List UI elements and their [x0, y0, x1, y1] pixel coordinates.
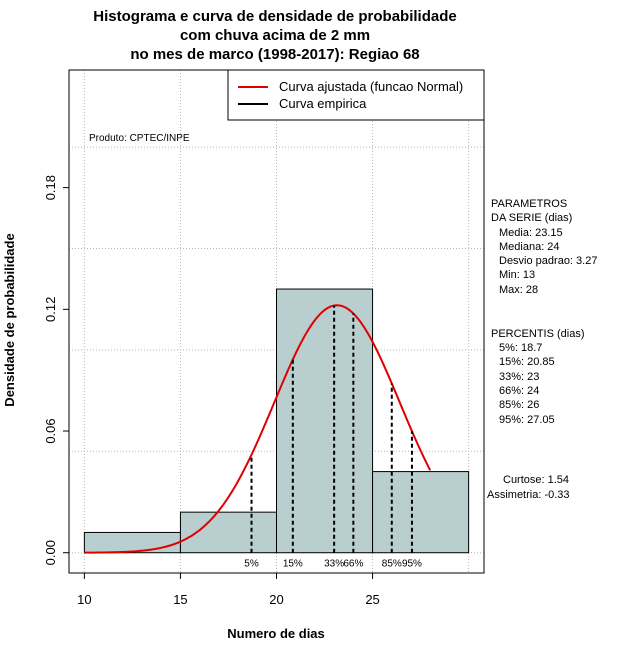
percentile-lines: 5% 15% 33% 66% 85% 95%: [244, 305, 422, 570]
percentil-15: 15%: 20.85: [499, 356, 555, 368]
chart-title-line-3: no mes de marco (1998-2017): Regiao 68: [130, 46, 419, 63]
kurtosis: Curtose: 1.54: [503, 474, 569, 486]
x-tick-label-1: 15: [173, 592, 187, 607]
shape-panel: Curtose: 1.54 Assimetria: -0.33: [487, 474, 570, 501]
percentile-label-0: 5%: [244, 559, 259, 570]
legend-empirical-label: Curva empirica: [279, 96, 367, 111]
histogram-bar-0: [83, 531, 181, 554]
parameters-header-2: DA SERIE (dias): [491, 212, 572, 224]
x-tick-label-3: 25: [365, 592, 379, 607]
product-label: Produto: CPTEC/INPE: [89, 133, 190, 144]
percentil-95: 95%: 27.05: [499, 414, 555, 426]
percentile-label-2: 33%: [324, 559, 344, 570]
chart-title-line-2: com chuva acima de 2 mm: [180, 27, 370, 44]
y-tick-label-2: 0.12: [43, 297, 58, 322]
histogram-bar-3: [372, 471, 470, 554]
parameters-header-1: PARAMETROS: [491, 198, 567, 210]
legend: Curva ajustada (funcao Normal) Curva emp…: [227, 69, 485, 121]
parameter-median: Mediana: 24: [499, 241, 560, 253]
parameters-panel: PARAMETROS DA SERIE (dias) Media: 23.15 …: [491, 198, 597, 296]
fitted-curve: [84, 304, 432, 554]
parameter-sd: Desvio padrao: 3.27: [499, 255, 597, 267]
percentil-5: 5%: 18.7: [499, 342, 542, 354]
legend-box: [227, 69, 485, 121]
x-tick-label-0: 10: [77, 592, 91, 607]
percentile-label-4: 85%: [382, 559, 402, 570]
x-axis: 10 15 20 25: [77, 572, 380, 607]
y-tick-label-1: 0.06: [43, 418, 58, 443]
x-axis-title: Numero de dias: [227, 626, 325, 641]
histogram-bar-2: [276, 288, 374, 554]
percentil-66: 66%: 24: [499, 385, 539, 397]
percentile-label-3: 66%: [343, 559, 363, 570]
parameter-mean: Media: 23.15: [499, 227, 563, 239]
chart-title-line-1: Histograma e curva de densidade de proba…: [93, 8, 456, 25]
y-axis-title: Densidade de probabilidade: [2, 233, 17, 406]
legend-curve-label: Curva ajustada (funcao Normal): [279, 79, 463, 94]
percentil-33: 33%: 23: [499, 371, 539, 383]
percentile-label-5: 95%: [402, 559, 422, 570]
histogram-bars: [83, 288, 470, 554]
y-tick-label-0: 0.00: [43, 540, 58, 565]
percentile-label-1: 15%: [283, 559, 303, 570]
parameter-min: Min: 13: [499, 269, 535, 281]
percentil-85: 85%: 26: [499, 399, 539, 411]
skewness: Assimetria: -0.33: [487, 489, 570, 501]
parameter-max: Max: 28: [499, 284, 538, 296]
x-tick-label-2: 20: [269, 592, 283, 607]
normal-curve-line: [84, 304, 432, 554]
percentis-panel: PERCENTIS (dias) 5%: 18.7 15%: 20.85 33%…: [491, 328, 585, 426]
percentis-header: PERCENTIS (dias): [491, 328, 585, 340]
y-axis: 0.00 0.06 0.12 0.18: [43, 175, 70, 565]
y-tick-label-3: 0.18: [43, 175, 58, 200]
